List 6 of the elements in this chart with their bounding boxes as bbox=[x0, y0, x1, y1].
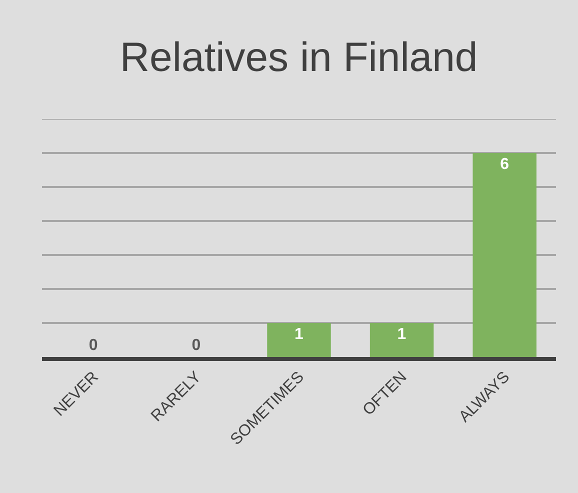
chart-title: Relatives in Finland bbox=[120, 34, 478, 80]
data-label: 0 bbox=[192, 337, 201, 354]
data-label: 1 bbox=[397, 326, 406, 343]
data-label: 6 bbox=[500, 156, 510, 173]
data-label: 1 bbox=[294, 326, 304, 343]
data-label: 0 bbox=[88, 337, 98, 354]
